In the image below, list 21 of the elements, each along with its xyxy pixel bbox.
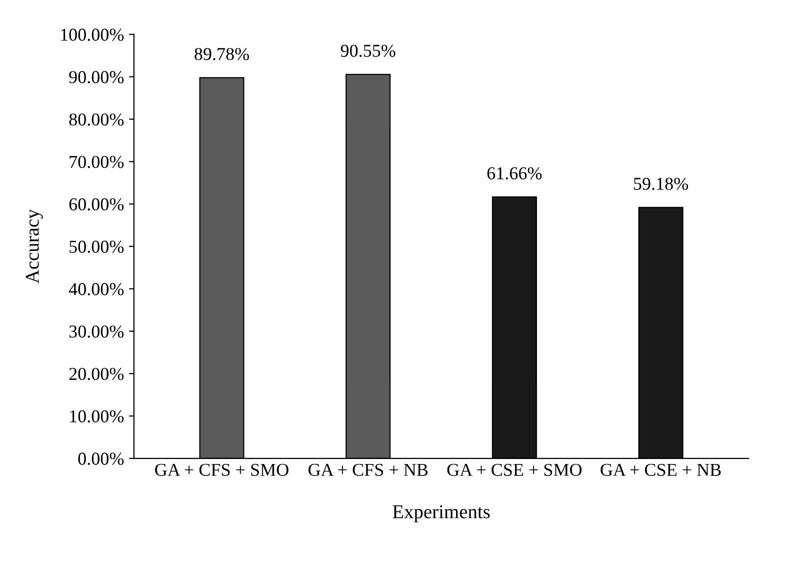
data-label: 59.18% xyxy=(634,178,688,190)
y-axis-title: Accuracy xyxy=(26,209,43,284)
y-tick-label: 30.00% xyxy=(69,325,124,338)
data-label: 90.55% xyxy=(340,44,396,57)
x-tick-label: GA + CSE + NB xyxy=(600,464,721,476)
y-tick-label: 10.00% xyxy=(70,410,124,423)
y-tick-label: 20.00% xyxy=(69,368,124,380)
data-label: 61.66% xyxy=(487,167,542,180)
x-tick-label: GA + CFS + SMO xyxy=(155,464,288,476)
y-tick-label: 80.00% xyxy=(69,113,124,126)
y-tick-label: 90.00% xyxy=(69,71,124,84)
y-tick-label: 40.00% xyxy=(68,283,124,296)
x-axis-title: Experiments xyxy=(392,505,490,522)
data-label: 89.78% xyxy=(194,48,249,60)
y-tick-label: 60.00% xyxy=(69,198,124,211)
y-tick-label: 0.00% xyxy=(78,452,124,465)
x-tick-label: GA + CSE + SMO xyxy=(447,464,582,476)
y-tick-label: 100.00% xyxy=(61,28,124,41)
y-tick-label: 70.00% xyxy=(70,156,124,168)
y-tick-label: 50.00% xyxy=(70,240,124,253)
x-tick-label: GA + CFS + NB xyxy=(308,464,428,476)
